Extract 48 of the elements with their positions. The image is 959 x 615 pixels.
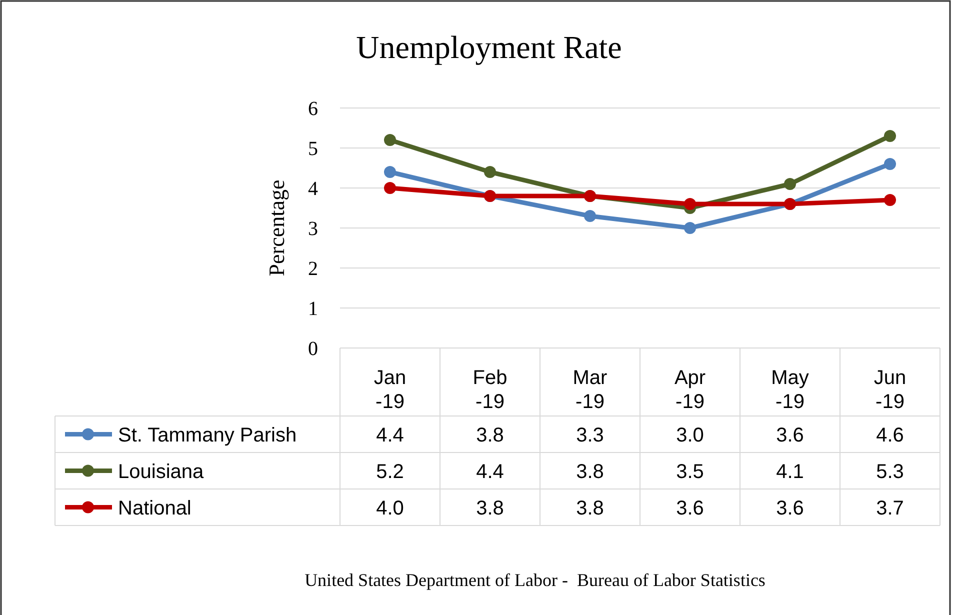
data-label: 3.8 <box>476 497 504 520</box>
point <box>884 130 896 142</box>
point <box>384 134 396 146</box>
data-label: 3.5 <box>676 460 704 483</box>
data-label: 4.0 <box>376 497 404 520</box>
legend-label: St. Tammany Parish <box>118 424 297 446</box>
point <box>884 158 896 170</box>
point <box>684 198 696 210</box>
data-label: 3.8 <box>576 497 604 520</box>
x-tick-label: Apr-19 <box>674 367 706 413</box>
x-tick-label: Jun-19 <box>874 367 906 413</box>
y-axis-title: Percentage <box>264 180 289 276</box>
point <box>884 194 896 206</box>
y-tick-label: 0 <box>308 338 318 360</box>
data-label: 5.2 <box>376 460 404 483</box>
legend-label: Louisiana <box>118 460 204 483</box>
data-label: 4.4 <box>376 424 404 446</box>
point <box>784 178 796 190</box>
data-label: 4.1 <box>776 460 804 483</box>
point <box>384 166 396 178</box>
data-label: 3.6 <box>776 497 804 520</box>
point <box>484 166 496 178</box>
data-label: 5.3 <box>876 460 904 483</box>
y-tick-label: 2 <box>308 258 318 280</box>
data-label: 3.8 <box>476 424 504 446</box>
x-tick-label: Feb-19 <box>472 367 508 413</box>
x-tick-label: May-19 <box>771 367 809 413</box>
text: United States Department of Labor - Bureau of Labor Statistics <box>304 570 766 590</box>
legend-label: National <box>118 497 192 520</box>
y-tick-label: 1 <box>308 298 318 320</box>
data-label: 3.0 <box>676 424 704 446</box>
chart-title: Unemployment Rate <box>356 29 622 65</box>
y-tick-label: 5 <box>308 138 318 160</box>
x-tick-label: Jan-19 <box>374 367 406 413</box>
y-tick-label: 6 <box>308 98 318 120</box>
y-tick-label: 3 <box>308 218 318 240</box>
point <box>384 182 396 194</box>
point <box>684 222 696 234</box>
y-tick-label: 4 <box>308 178 318 200</box>
data-label: 3.6 <box>676 497 704 520</box>
data-label: 4.6 <box>876 424 904 446</box>
x-tick-label: Mar-19 <box>572 367 608 413</box>
data-label: 3.8 <box>576 460 604 483</box>
data-label: 3.3 <box>576 424 604 446</box>
data-label: 4.4 <box>476 460 504 483</box>
data-label: 3.6 <box>776 424 804 446</box>
data-label: 3.7 <box>876 497 904 520</box>
point <box>584 210 596 222</box>
